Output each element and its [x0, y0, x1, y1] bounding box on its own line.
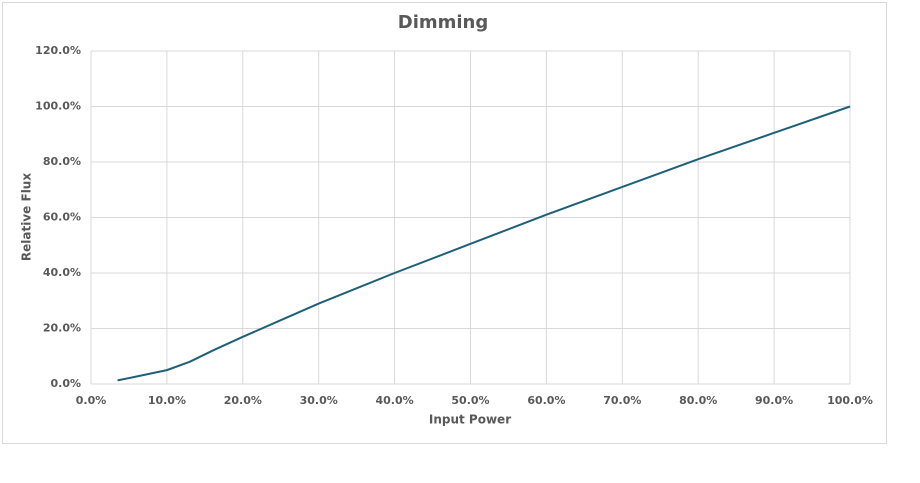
- x-tick-label: 90.0%: [755, 394, 793, 407]
- x-tick-label: 100.0%: [827, 394, 873, 407]
- chart-border: [2, 2, 887, 444]
- x-tick-label: 70.0%: [603, 394, 641, 407]
- y-tick-label: 100.0%: [35, 100, 81, 113]
- x-tick-label: 80.0%: [679, 394, 717, 407]
- x-tick-label: 50.0%: [451, 394, 489, 407]
- x-tick-label: 40.0%: [376, 394, 414, 407]
- data-line: [117, 105, 851, 382]
- y-axis-title: Relative Flux: [20, 173, 34, 261]
- y-tick-label: 20.0%: [43, 322, 81, 335]
- x-tick-label: 20.0%: [224, 394, 262, 407]
- y-tick-label: 60.0%: [43, 211, 81, 224]
- x-tick-label: 10.0%: [148, 394, 186, 407]
- y-tick-label: 80.0%: [43, 155, 81, 168]
- x-tick-label: 0.0%: [76, 394, 107, 407]
- x-tick-label: 60.0%: [527, 394, 565, 407]
- x-axis-title: Input Power: [429, 413, 511, 427]
- y-tick-label: 0.0%: [50, 377, 81, 390]
- y-tick-label: 40.0%: [43, 266, 81, 279]
- y-tick-label: 120.0%: [35, 44, 81, 57]
- chart-title: Dimming: [398, 12, 489, 33]
- x-tick-label: 30.0%: [300, 394, 338, 407]
